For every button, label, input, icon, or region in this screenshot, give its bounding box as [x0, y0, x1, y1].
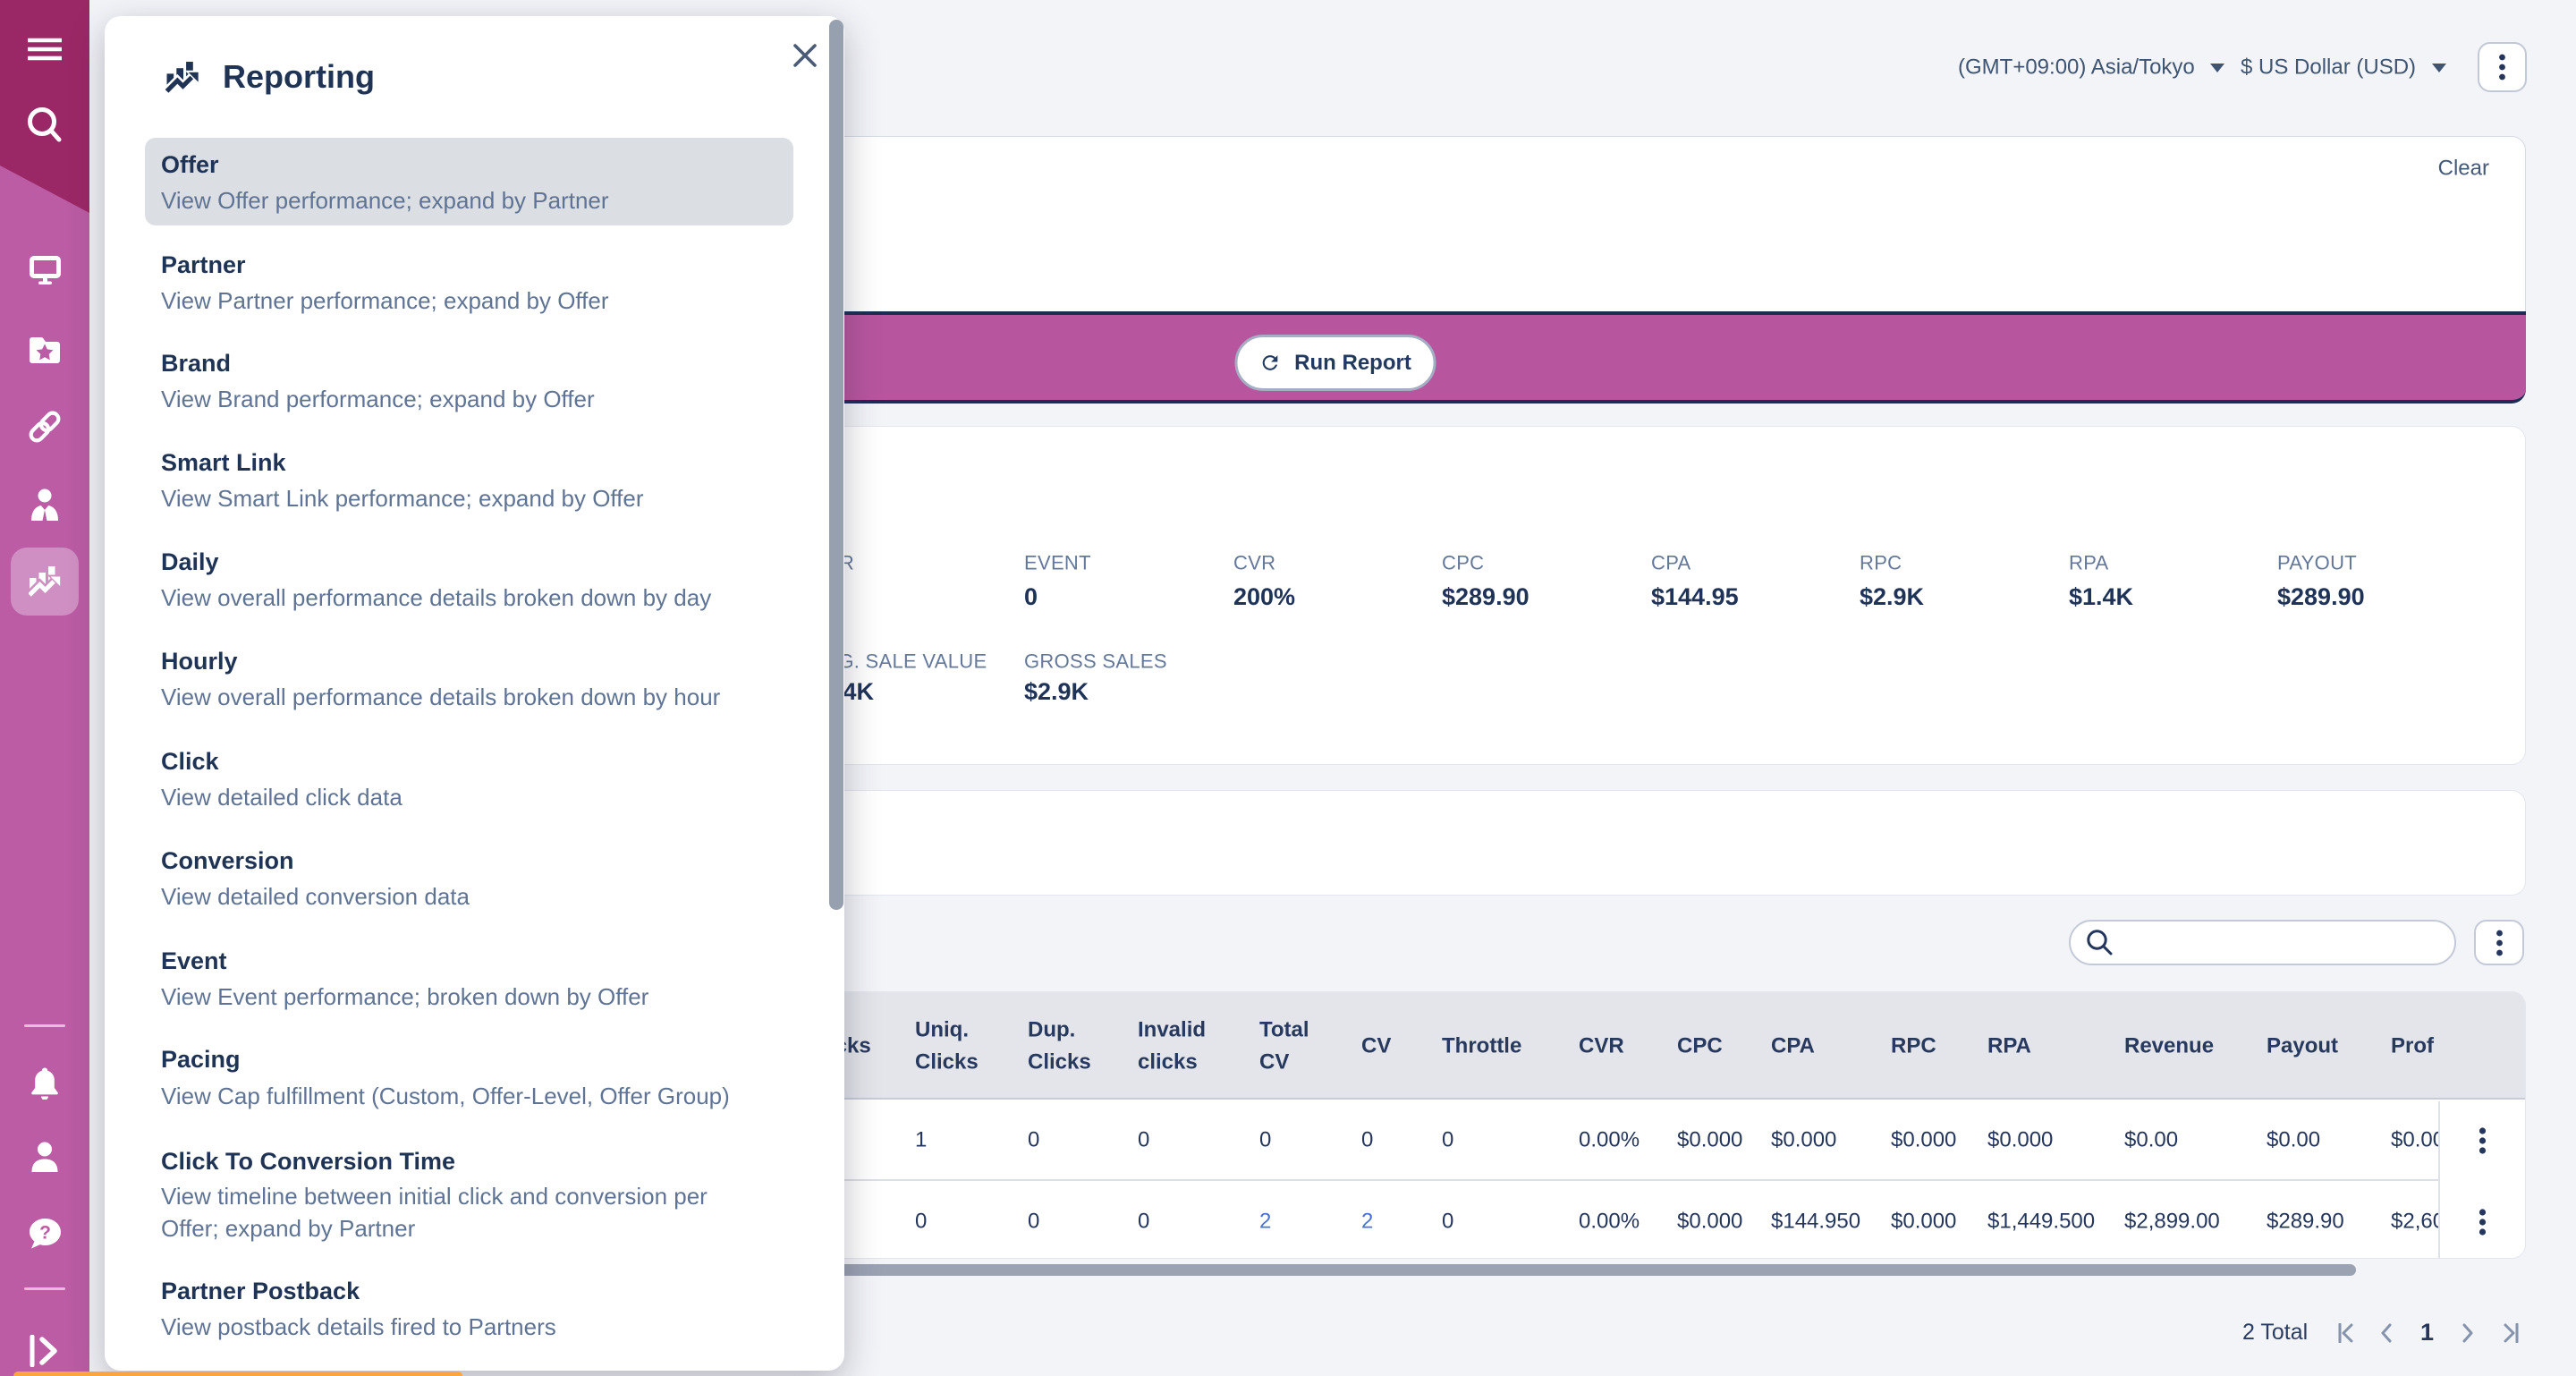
svg-text:?: ? — [39, 1223, 51, 1244]
